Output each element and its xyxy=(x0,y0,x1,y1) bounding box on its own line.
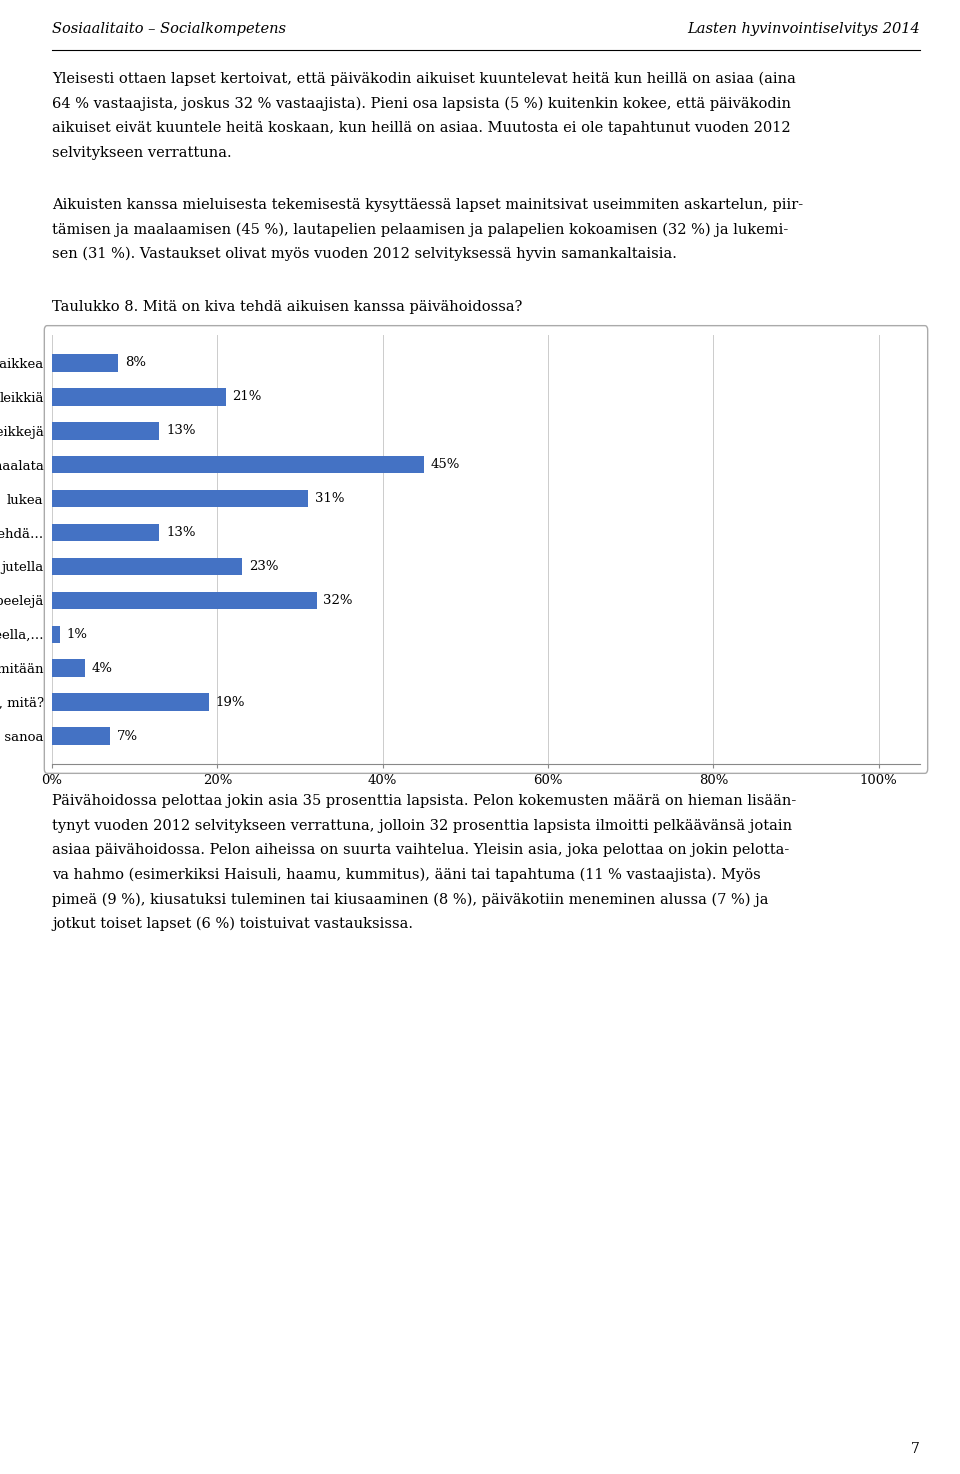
Bar xyxy=(52,422,159,439)
Text: 32%: 32% xyxy=(324,594,352,607)
Text: 21%: 21% xyxy=(232,391,261,404)
Bar xyxy=(52,523,159,541)
Text: Lasten hyvinvointiselvitys 2014: Lasten hyvinvointiselvitys 2014 xyxy=(687,22,920,35)
Text: 19%: 19% xyxy=(216,696,245,709)
Bar xyxy=(52,354,118,371)
Bar xyxy=(52,489,308,507)
Bar xyxy=(52,659,85,677)
Text: Taulukko 8. Mitä on kiva tehdä aikuisen kanssa päivähoidossa?: Taulukko 8. Mitä on kiva tehdä aikuisen … xyxy=(52,299,522,314)
Bar xyxy=(52,693,209,710)
Text: Sosiaalitaito – Socialkompetens: Sosiaalitaito – Socialkompetens xyxy=(52,22,286,35)
Bar xyxy=(52,557,242,575)
Text: 1%: 1% xyxy=(67,628,88,641)
Text: 8%: 8% xyxy=(125,357,146,370)
Text: 13%: 13% xyxy=(166,526,196,539)
Text: 13%: 13% xyxy=(166,425,196,438)
Text: 23%: 23% xyxy=(249,560,278,573)
Text: tämisen ja maalaamisen (45 %), lautapelien pelaamisen ja palapelien kokoamisen (: tämisen ja maalaamisen (45 %), lautapeli… xyxy=(52,223,788,237)
Text: Aikuisten kanssa mieluisesta tekemisestä kysyttäessä lapset mainitsivat useimmit: Aikuisten kanssa mieluisesta tekemisestä… xyxy=(52,198,804,212)
Text: va hahmo (esimerkiksi Haisuli, haamu, kummitus), ääni tai tapahtuma (11 % vastaa: va hahmo (esimerkiksi Haisuli, haamu, ku… xyxy=(52,868,760,883)
Text: Päivähoidossa pelottaa jokin asia 35 prosenttia lapsista. Pelon kokemusten määrä: Päivähoidossa pelottaa jokin asia 35 pro… xyxy=(52,794,796,809)
Text: Yleisesti ottaen lapset kertoivat, että päiväkodin aikuiset kuuntelevat heitä ku: Yleisesti ottaen lapset kertoivat, että … xyxy=(52,72,796,87)
Text: aikuiset eivät kuuntele heitä koskaan, kun heillä on asiaa. Muutosta ei ole tapa: aikuiset eivät kuuntele heitä koskaan, k… xyxy=(52,121,791,136)
Bar xyxy=(52,727,109,744)
Text: pimeä (9 %), kiusatuksi tuleminen tai kiusaaminen (8 %), päiväkotiin meneminen a: pimeä (9 %), kiusatuksi tuleminen tai ki… xyxy=(52,892,769,907)
Text: 45%: 45% xyxy=(431,458,460,472)
Text: tynyt vuoden 2012 selvitykseen verrattuna, jolloin 32 prosenttia lapsista ilmoit: tynyt vuoden 2012 selvitykseen verrattun… xyxy=(52,820,792,833)
Bar xyxy=(52,591,317,609)
Text: 4%: 4% xyxy=(92,662,112,675)
Text: jotkut toiset lapset (6 %) toistuivat vastauksissa.: jotkut toiset lapset (6 %) toistuivat va… xyxy=(52,917,413,932)
Bar xyxy=(52,455,424,473)
Text: 7%: 7% xyxy=(116,730,137,743)
Bar xyxy=(52,388,226,405)
Text: 31%: 31% xyxy=(315,492,345,506)
Text: sen (31 %). Vastaukset olivat myös vuoden 2012 selvityksessä hyvin samankaltaisi: sen (31 %). Vastaukset olivat myös vuode… xyxy=(52,248,677,261)
Text: 7: 7 xyxy=(911,1442,920,1456)
Text: asiaa päivähoidossa. Pelon aiheissa on suurta vaihtelua. Yleisin asia, joka pelo: asiaa päivähoidossa. Pelon aiheissa on s… xyxy=(52,843,789,858)
Text: 64 % vastaajista, joskus 32 % vastaajista). Pieni osa lapsista (5 %) kuitenkin k: 64 % vastaajista, joskus 32 % vastaajist… xyxy=(52,96,791,111)
Bar xyxy=(52,625,60,643)
Text: selvitykseen verrattuna.: selvitykseen verrattuna. xyxy=(52,146,231,159)
